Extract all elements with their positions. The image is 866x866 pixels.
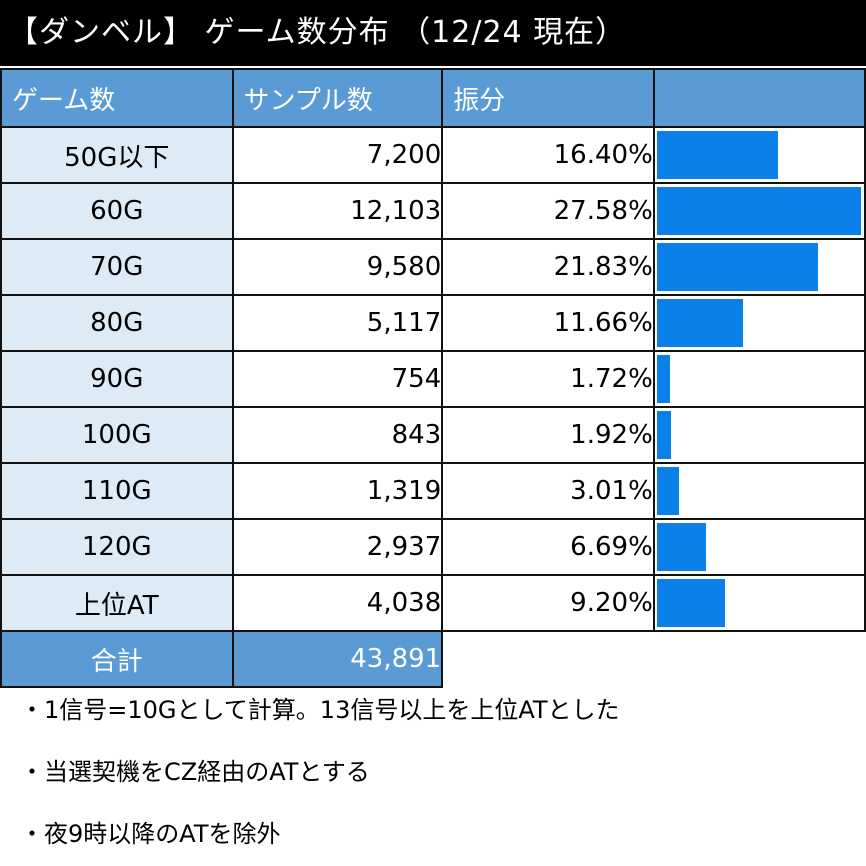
- ratio-bar: [656, 131, 778, 179]
- sample-count-cell: 5,117: [231, 294, 444, 352]
- distribution-table: ゲーム数 サンプル数 振分 50G以下 7,200 16.40% 60G 12,103 2…: [0, 68, 866, 688]
- total-label: 合計: [0, 630, 234, 688]
- header-ratio: 振分: [441, 68, 655, 128]
- header-bar: [652, 68, 866, 128]
- sample-count-cell: 7,200: [231, 126, 444, 184]
- ratio-bar: [656, 187, 861, 235]
- ratio-bar: [656, 355, 670, 403]
- bar-cell: [652, 462, 866, 520]
- game-count-cell: 上位AT: [0, 574, 234, 632]
- bar-cell: [652, 238, 866, 296]
- sample-count-cell: 1,319: [231, 462, 444, 520]
- ratio-cell: 1.92%: [441, 406, 655, 464]
- ratio-cell: 6.69%: [441, 518, 655, 576]
- header-sample-count: サンプル数: [231, 68, 444, 128]
- table-row: 50G以下 7,200 16.40%: [0, 126, 866, 184]
- sample-count-cell: 754: [231, 350, 444, 408]
- table-row: 60G 12,103 27.58%: [0, 182, 866, 240]
- bar-cell: [652, 294, 866, 352]
- sample-count-cell: 4,038: [231, 574, 444, 632]
- table-row: 上位AT 4,038 9.20%: [0, 574, 866, 632]
- game-count-cell: 60G: [0, 182, 234, 240]
- bar-cell: [652, 350, 866, 408]
- total-blank: [653, 631, 865, 687]
- total-blank: [442, 631, 654, 687]
- note-line: ・夜9時以降のATを除外: [20, 820, 281, 848]
- ratio-cell: 21.83%: [441, 238, 655, 296]
- game-count-cell: 70G: [0, 238, 234, 296]
- ratio-bar: [656, 467, 679, 515]
- table-header-row: ゲーム数 サンプル数 振分: [0, 68, 866, 128]
- ratio-bar: [656, 411, 671, 459]
- ratio-cell: 3.01%: [441, 462, 655, 520]
- table-row: 70G 9,580 21.83%: [0, 238, 866, 296]
- total-value: 43,891: [231, 630, 444, 688]
- bar-cell: [652, 182, 866, 240]
- note-line: ・当選契機をCZ経由のATとする: [20, 758, 370, 786]
- bar-cell: [652, 574, 866, 632]
- game-count-cell: 80G: [0, 294, 234, 352]
- ratio-cell: 1.72%: [441, 350, 655, 408]
- ratio-cell: 27.58%: [441, 182, 655, 240]
- game-count-cell: 110G: [0, 462, 234, 520]
- ratio-bar: [656, 243, 818, 291]
- table-row: 80G 5,117 11.66%: [0, 294, 866, 352]
- ratio-cell: 11.66%: [441, 294, 655, 352]
- game-count-cell: 100G: [0, 406, 234, 464]
- ratio-bar: [656, 299, 743, 347]
- sample-count-cell: 9,580: [231, 238, 444, 296]
- table-row: 90G 754 1.72%: [0, 350, 866, 408]
- table-row: 100G 843 1.92%: [0, 406, 866, 464]
- table-row: 110G 1,319 3.01%: [0, 462, 866, 520]
- bar-cell: [652, 126, 866, 184]
- game-count-cell: 50G以下: [0, 126, 234, 184]
- total-row: 合計 43,891: [0, 630, 865, 688]
- ratio-bar: [656, 579, 725, 627]
- note-line: ・1信号=10Gとして計算。13信号以上を上位ATとした: [20, 696, 620, 724]
- sample-count-cell: 843: [231, 406, 444, 464]
- game-count-cell: 90G: [0, 350, 234, 408]
- sample-count-cell: 2,937: [231, 518, 444, 576]
- ratio-cell: 9.20%: [441, 574, 655, 632]
- ratio-bar: [656, 523, 706, 571]
- page-title: 【ダンベル】 ゲーム数分布 （12/24 現在）: [0, 0, 866, 66]
- bar-cell: [652, 518, 866, 576]
- bar-cell: [652, 406, 866, 464]
- sample-count-cell: 12,103: [231, 182, 444, 240]
- table-row: 120G 2,937 6.69%: [0, 518, 866, 576]
- game-count-cell: 120G: [0, 518, 234, 576]
- ratio-cell: 16.40%: [441, 126, 655, 184]
- header-game-count: ゲーム数: [0, 68, 234, 128]
